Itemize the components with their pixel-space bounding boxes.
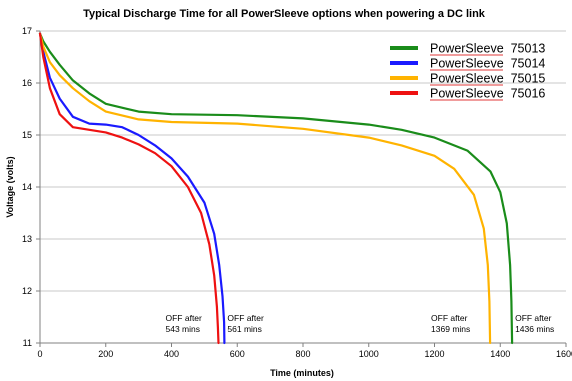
- x-tick-label-1400: 1400: [490, 349, 510, 359]
- series-line-3: [38, 32, 492, 345]
- y-tick-label-17: 17: [22, 26, 32, 36]
- y-tick-label-13: 13: [22, 234, 32, 244]
- legend-label: PowerSleeve 75013: [430, 42, 545, 56]
- x-tick-label-600: 600: [230, 349, 245, 359]
- chart-title: Typical Discharge Time for all PowerSlee…: [83, 8, 486, 20]
- y-tick-label-11: 11: [23, 338, 32, 348]
- x-tick-label-200: 200: [98, 349, 113, 359]
- tick-labels: 0 200 400 600 800 1000 1200 1400 1600 11 12 13 14 15 1…: [22, 26, 572, 359]
- y-tick-label-12: 12: [22, 286, 32, 296]
- annotation-text: OFF after: [166, 313, 203, 323]
- legend-label: PowerSleeve 75014: [430, 57, 545, 71]
- legend-item-2: PowerSleeve 75014: [390, 57, 545, 71]
- annotation-text: 543 mins: [166, 324, 200, 334]
- annotation-text: OFF after: [431, 313, 468, 323]
- series-line-2: [38, 32, 226, 345]
- legend-item-4: PowerSleeve 75016: [390, 87, 545, 101]
- y-axis-title: Voltage (volts): [5, 156, 15, 217]
- y-tick-label-14: 14: [22, 182, 32, 192]
- gridlines: [40, 30, 566, 292]
- x-tick-label-1600: 1600: [556, 349, 572, 359]
- y-tick-label-16: 16: [22, 78, 32, 88]
- legend-item-1: PowerSleeve 75013: [390, 42, 545, 56]
- legend-item-3: PowerSleeve 75015: [390, 72, 545, 86]
- y-tick-label-15: 15: [22, 130, 32, 140]
- x-tick-label-800: 800: [295, 349, 310, 359]
- legend-label: PowerSleeve 75015: [430, 72, 545, 86]
- annotation-text: 1436 mins: [515, 324, 554, 334]
- annotation-text: 1369 mins: [431, 324, 470, 334]
- annotation-text: OFF after: [515, 313, 552, 323]
- series-lines: [38, 32, 514, 345]
- x-tick-label-1200: 1200: [424, 349, 444, 359]
- legend-label: PowerSleeve 75016: [430, 87, 545, 101]
- annotation-text: OFF after: [227, 313, 264, 323]
- x-axis-title: Time (minutes): [270, 368, 334, 378]
- x-tick-label-0: 0: [37, 349, 42, 359]
- series-line-4: [38, 32, 220, 345]
- x-tick-label-1000: 1000: [359, 349, 379, 359]
- annotation-text: 561 mins: [227, 324, 262, 334]
- series-line-1: [38, 32, 514, 345]
- x-tick-label-400: 400: [164, 349, 179, 359]
